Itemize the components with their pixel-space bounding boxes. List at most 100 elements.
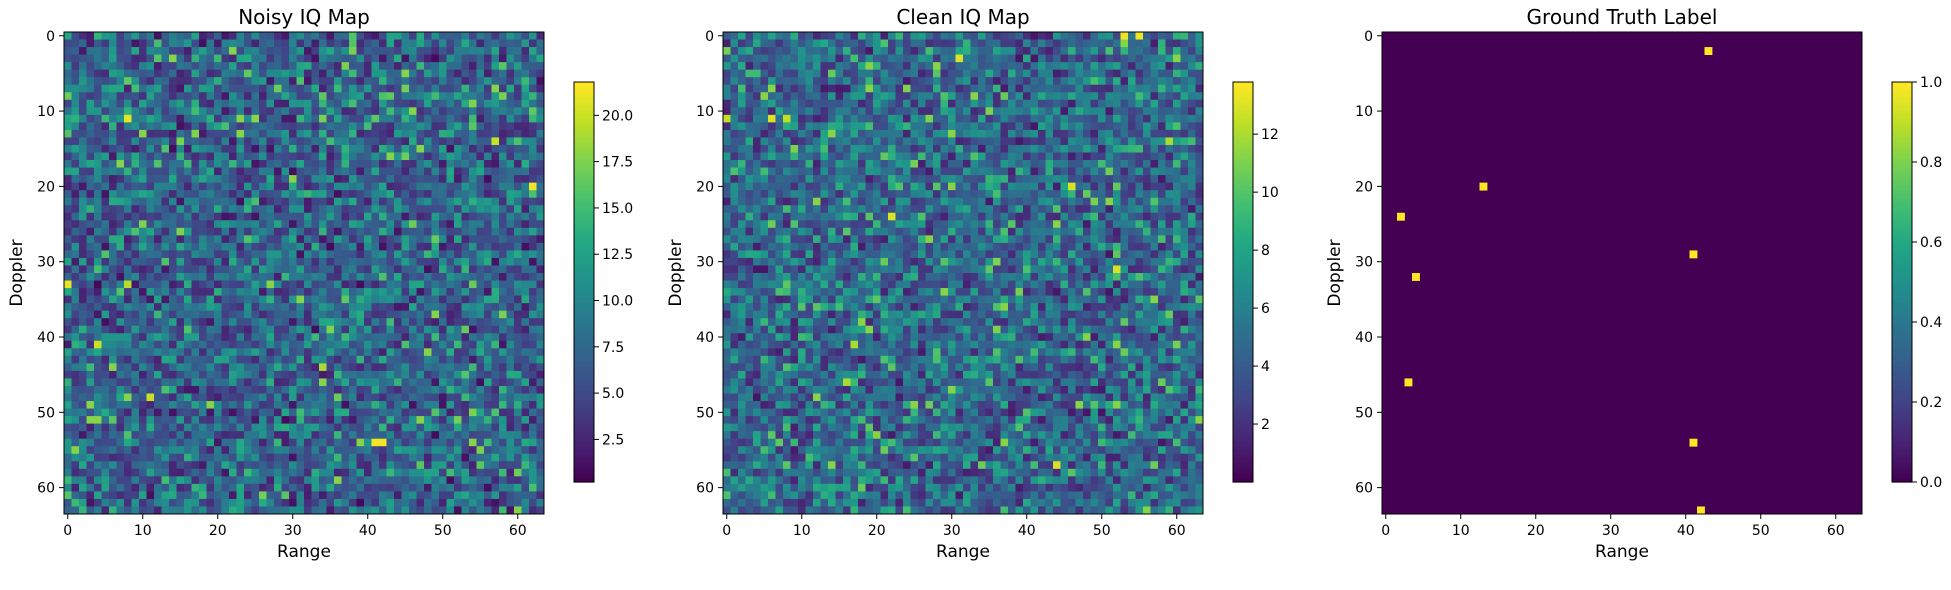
heatmap-cell	[491, 182, 500, 191]
heatmap-cell	[131, 167, 140, 176]
heatmap-cell	[221, 137, 230, 146]
heatmap-cell	[289, 107, 297, 116]
heatmap-cell	[364, 62, 372, 71]
heatmap-cell	[416, 69, 425, 78]
heatmap-cell	[319, 69, 327, 78]
heatmap-cell	[349, 295, 357, 304]
heatmap-cell	[828, 84, 836, 93]
heatmap-cell	[244, 340, 252, 349]
heatmap-cell	[274, 423, 282, 432]
heatmap-cell	[191, 288, 200, 296]
heatmap-cell	[536, 190, 545, 199]
heatmap-cell	[843, 84, 851, 93]
colorbar-segment	[574, 326, 594, 331]
heatmap-cell	[843, 107, 851, 116]
heatmap-cell	[259, 160, 267, 168]
heatmap-cell	[131, 393, 140, 402]
heatmap-cell	[820, 39, 829, 48]
heatmap-cell	[514, 498, 522, 507]
heatmap-cell	[244, 227, 252, 236]
heatmap-cell	[409, 160, 417, 168]
heatmap-cell	[424, 107, 432, 116]
heatmap-cell	[86, 325, 95, 334]
heatmap-cell	[154, 62, 162, 71]
heatmap-cell	[469, 340, 477, 349]
heatmap-cell	[304, 182, 312, 191]
heatmap-cell	[184, 446, 192, 455]
heatmap-cell	[274, 318, 282, 327]
colorbar-segment	[574, 406, 594, 411]
heatmap-cell	[206, 408, 215, 417]
heatmap-cell	[334, 491, 342, 500]
heatmap-cell	[236, 197, 245, 206]
heatmap-cell	[394, 438, 402, 447]
heatmap-cell	[146, 205, 155, 214]
heatmap-cell	[259, 453, 267, 462]
heatmap-cell	[101, 438, 110, 447]
heatmap-cell	[371, 129, 380, 138]
heatmap-cell	[1023, 39, 1031, 48]
heatmap-cell	[79, 114, 87, 123]
heatmap-cell	[521, 438, 530, 447]
heatmap-cell	[820, 99, 829, 108]
heatmap-cell	[469, 69, 477, 78]
heatmap-cell	[244, 242, 252, 251]
heatmap-cell	[184, 273, 192, 281]
heatmap-cell	[71, 483, 80, 492]
heatmap-cell	[199, 333, 207, 342]
heatmap-cell	[221, 175, 230, 184]
heatmap-cell	[206, 393, 215, 402]
heatmap-cell	[1060, 77, 1069, 86]
heatmap-cell	[274, 32, 282, 40]
heatmap-cell	[161, 250, 170, 259]
heatmap-cell	[521, 92, 530, 101]
heatmap-cell	[184, 32, 192, 40]
heatmap-cell	[281, 190, 290, 199]
heatmap-cell	[506, 385, 515, 394]
heatmap-cell	[161, 491, 170, 500]
heatmap-cell	[101, 152, 110, 161]
heatmap-cell	[124, 355, 132, 364]
heatmap-cell	[251, 416, 260, 425]
heatmap-cell	[326, 69, 335, 78]
heatmap-cell	[289, 340, 297, 349]
heatmap-cell	[229, 227, 237, 236]
heatmap-cell	[469, 355, 477, 364]
heatmap-cell	[341, 205, 350, 214]
heatmap-cell	[244, 423, 252, 432]
heatmap-cell	[221, 340, 230, 349]
heatmap-cell	[161, 476, 170, 485]
heatmap-cell	[64, 333, 72, 342]
heatmap-cell	[116, 69, 125, 78]
heatmap-cell	[326, 182, 335, 191]
heatmap-cell	[514, 438, 522, 447]
heatmap-cell	[191, 303, 200, 312]
heatmap-cell	[311, 250, 320, 259]
heatmap-cell	[491, 385, 500, 394]
heatmap-cell	[843, 69, 851, 78]
heatmap-cell	[131, 107, 140, 116]
heatmap-cell	[101, 242, 110, 251]
heatmap-cell	[1000, 32, 1009, 40]
heatmap-cell	[326, 288, 335, 296]
heatmap-cell	[191, 506, 200, 515]
heatmap-cell	[116, 129, 125, 138]
heatmap-cell	[71, 295, 80, 304]
heatmap-cell	[289, 325, 297, 334]
colorbar-segment	[574, 430, 594, 435]
heatmap-cell	[529, 197, 537, 206]
heatmap-cell	[169, 137, 177, 146]
heatmap-cell	[124, 160, 132, 168]
heatmap-cell	[536, 32, 545, 40]
heatmap-cell	[386, 190, 395, 199]
heatmap-cell	[244, 99, 252, 108]
heatmap-cell	[424, 416, 432, 425]
heatmap-cell	[401, 416, 410, 425]
heatmap-cell	[341, 122, 350, 131]
heatmap-cell	[910, 47, 919, 55]
heatmap-cell	[236, 257, 245, 266]
heatmap-cell	[371, 122, 380, 131]
heatmap-cell	[326, 476, 335, 485]
heatmap-cell	[221, 491, 230, 500]
heatmap-cell	[101, 114, 110, 123]
